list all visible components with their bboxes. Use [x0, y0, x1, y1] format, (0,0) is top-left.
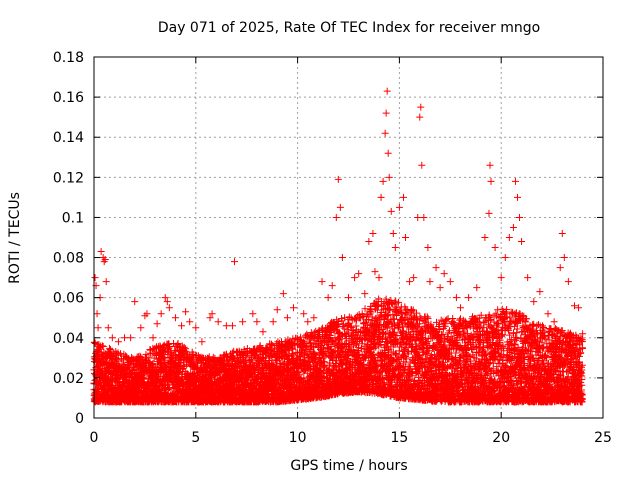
roti-point: [98, 342, 106, 350]
roti-point: [106, 344, 114, 352]
roti-point: [99, 343, 107, 351]
data-points: [90, 87, 587, 406]
chart-title: Day 071 of 2025, Rate Of TEC Index for r…: [158, 20, 540, 36]
roti-point: [117, 350, 125, 358]
roti-point: [95, 343, 103, 351]
roti-point: [107, 346, 115, 354]
